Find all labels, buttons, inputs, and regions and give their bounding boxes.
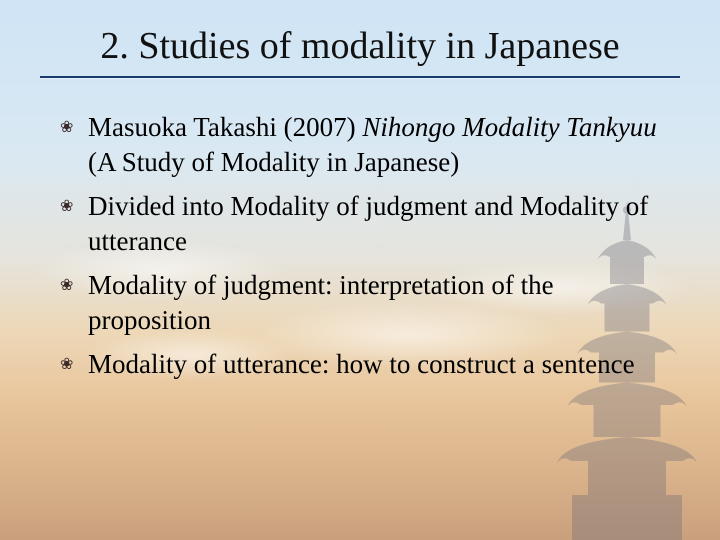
text-run-italic: Nihongo Modality Tankyuu	[362, 112, 657, 142]
text-run: Masuoka Takashi (2007)	[88, 112, 362, 142]
text-run: Divided into Modality of judgment and Mo…	[88, 191, 648, 256]
list-item-text: Modality of utterance: how to construct …	[88, 347, 670, 382]
list-item: ❀Masuoka Takashi (2007) Nihongo Modality…	[60, 110, 670, 179]
list-item: ❀Modality of judgment: interpretation of…	[60, 268, 670, 337]
list-item-text: Modality of judgment: interpretation of …	[88, 268, 670, 337]
slide: 2. Studies of modality in Japanese ❀Masu…	[0, 0, 720, 540]
slide-title: 2. Studies of modality in Japanese	[0, 24, 720, 68]
text-run: Modality of judgment: interpretation of …	[88, 270, 554, 335]
bullet-icon: ❀	[60, 110, 88, 138]
text-run: (A Study of Modality in Japanese)	[88, 147, 459, 177]
slide-body: ❀Masuoka Takashi (2007) Nihongo Modality…	[60, 110, 670, 392]
list-item-text: Masuoka Takashi (2007) Nihongo Modality …	[88, 110, 670, 179]
list-item-text: Divided into Modality of judgment and Mo…	[88, 189, 670, 258]
list-item: ❀Modality of utterance: how to construct…	[60, 347, 670, 382]
text-run: Modality of utterance: how to construct …	[88, 349, 635, 379]
title-underline	[40, 76, 680, 78]
bullet-icon: ❀	[60, 189, 88, 217]
list-item: ❀Divided into Modality of judgment and M…	[60, 189, 670, 258]
bullet-icon: ❀	[60, 268, 88, 296]
bullet-icon: ❀	[60, 347, 88, 375]
